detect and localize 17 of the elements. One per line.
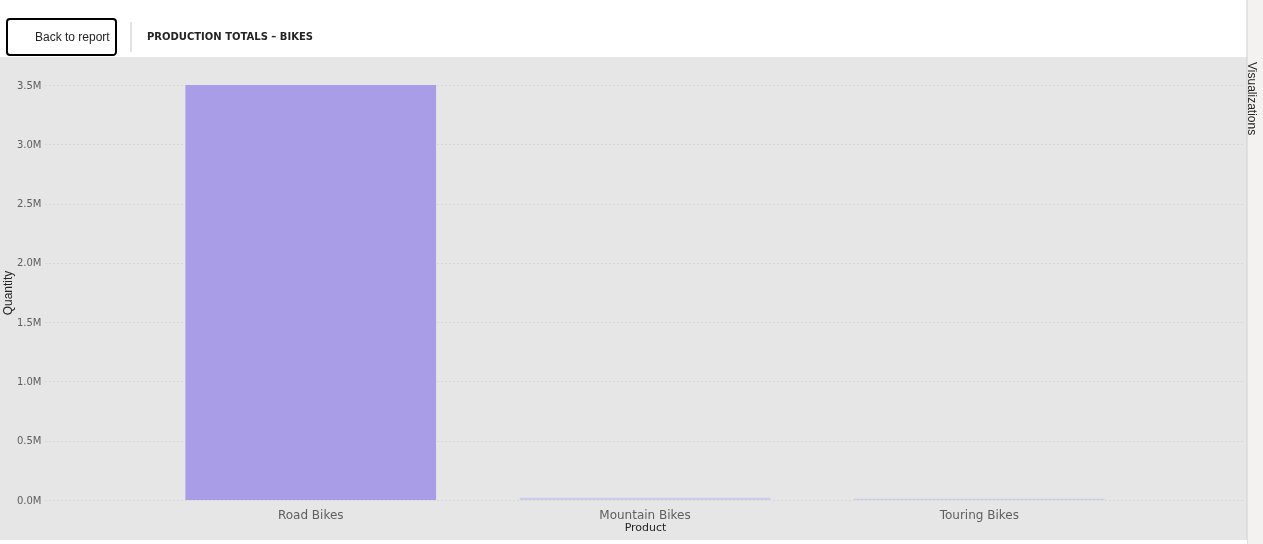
y-tick-label: 3.5M xyxy=(16,79,42,91)
y-axis-title: Quantity xyxy=(0,270,15,316)
x-tick-label: Touring Bikes xyxy=(938,507,1019,522)
y-tick-label: 1.5M xyxy=(16,316,42,328)
y-tick-label: 1.0M xyxy=(16,375,42,387)
bar xyxy=(185,85,437,500)
y-tick-label: 2.0M xyxy=(16,257,42,269)
text: Back to report xyxy=(35,30,111,44)
chart-title: PRODUCTION TOTALS – BIKES xyxy=(147,31,313,42)
y-tick-label: 0.0M xyxy=(16,494,42,506)
y-tick-label: 3.0M xyxy=(16,138,42,150)
x-axis-title: Product xyxy=(624,520,668,534)
x-tick-label: Mountain Bikes xyxy=(599,507,691,522)
annotation: Visualizations xyxy=(1245,62,1259,136)
y-tick-label: 2.5M xyxy=(16,198,42,210)
x-tick-label: Road Bikes xyxy=(277,507,344,522)
y-tick-label: 0.5M xyxy=(16,435,42,447)
